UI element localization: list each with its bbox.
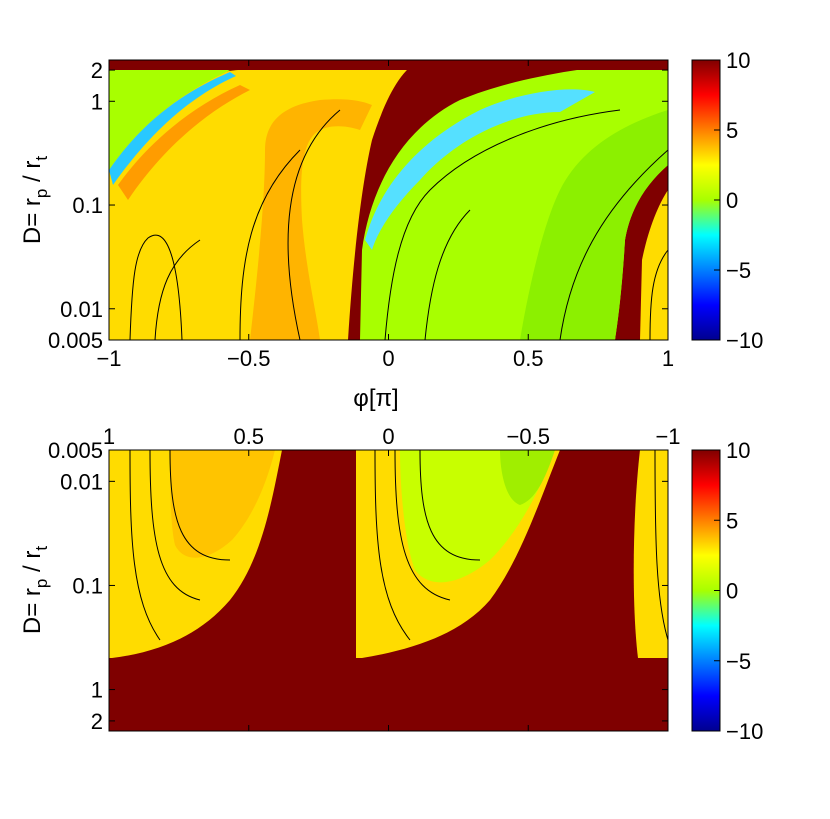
top-x-tick-label: 0.5 [513,346,544,371]
top-y-axis-label-sub2: t [32,156,51,161]
top-y-tick-label: 0.005 [48,328,103,353]
top-y-tick-label: 0.1 [72,193,103,218]
bottom-y-axis-label-sub1: p [32,579,51,588]
top-y-tick-label: 1 [91,89,103,114]
top-y-axis-label-mid: / r [19,161,46,189]
top-x-axis-label: φ[π] [353,385,398,412]
top-y-axis-label-main: D= r [19,198,46,244]
bottom-y-axis-label-sub2: t [32,546,51,551]
bottom-panel: 1 0.5 0 −0.5 −1 0.005 0.01 0.1 1 2 D= rp / rt 10… [19,424,763,744]
bottom-colorbar-tick-label: −5 [726,649,751,674]
bottom-y-axis-label: D= rp / rt [19,546,51,634]
top-x-tick-label: 1 [662,346,674,371]
bottom-y-axis-label-main: D= r [19,588,46,634]
bottom-y-tick-label: 1 [91,678,103,703]
bottom-y-tick-label: 2 [91,709,103,734]
bottom-x-tick-label: 0.5 [233,424,264,449]
bottom-colorbar-ticks: 10 5 0 −5 −10 [714,438,763,744]
top-x-tick-label: −0.5 [227,346,270,371]
bottom-colorbar-tick-label: 5 [726,508,738,533]
bottom-plot-area [109,450,668,731]
bottom-y-tick-label: 0.005 [48,438,103,463]
bottom-y-axis-label-mid: / r [19,551,46,579]
top-colorbar-tick-label: −5 [726,258,751,283]
bottom-y-tick-label: 0.1 [72,573,103,598]
bottom-colorbar-tick-label: 10 [726,438,750,463]
top-colorbar-tick-label: 0 [726,188,738,213]
top-colorbar-tick-label: −10 [726,328,763,353]
top-y-tick-label: 2 [91,58,103,83]
bottom-x-tick-label: −1 [655,424,680,449]
bottom-colorbar-tick-label: 0 [726,579,738,604]
top-y-axis-label-sub1: p [32,189,51,198]
bottom-x-tick-label: 1 [103,424,115,449]
bottom-x-tick-label: −0.5 [507,424,550,449]
top-y-tick-label: 0.01 [60,297,103,322]
bottom-y-tick-label: 0.01 [60,469,103,494]
top-y-axis-label: D= rp / rt [19,156,51,244]
top-colorbar-tick-label: 5 [726,118,738,143]
bottom-colorbar-tick-label: −10 [726,719,763,744]
top-x-tick-label: 0 [382,346,394,371]
bottom-x-tick-label: 0 [382,424,394,449]
top-colorbar-ticks: 10 5 0 −5 −10 [714,48,763,353]
top-plot-area [109,60,668,340]
top-colorbar-tick-label: 10 [726,48,750,73]
